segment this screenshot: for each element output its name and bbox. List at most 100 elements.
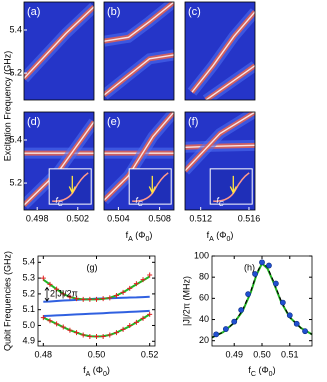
x-axis-label-part: f [126,230,129,240]
inset-label-part: C [58,201,64,208]
trace-core [104,2,174,42]
data-point [286,312,293,319]
x-axis-label-part: 0 [226,236,230,243]
inset-label-part: C [219,201,225,208]
inset-arrow [229,175,237,195]
panel-label: (c) [188,6,201,18]
x-tick-label: 0.51 [281,349,299,359]
inset [48,168,92,205]
y-tick-label: 5.2 [9,67,22,77]
heatmap-traces [24,118,94,210]
panel-frame [103,1,175,101]
y-tick-label: 5.3 [22,272,35,282]
inset [209,168,253,205]
inset-arrow [148,175,156,195]
panel-label: (a) [27,6,40,18]
data-point [54,321,60,327]
series-line [42,313,151,338]
data-point [107,332,113,338]
data-point [120,289,126,295]
x-tick-label: 0.50 [88,349,106,359]
data-point [74,296,80,302]
heatmap-traces [185,112,255,205]
panel-label: (g) [87,262,98,272]
x-axis-label: fC (Φ0) [248,365,275,378]
panel-frame [23,1,95,101]
data-point [140,315,146,321]
y-tick-label: 5.2 [9,177,22,187]
x-tick-label: 0.52 [141,349,159,359]
inset-label-part: f [217,196,220,205]
data-point [47,318,53,324]
x-axis-label-part: ) [230,230,233,240]
heatmap-traces [24,2,94,83]
x-axis-label: fA (Φ0) [126,230,153,243]
x-axis-label-part: ) [149,230,152,240]
y-tick-label: 5.1 [22,304,35,314]
x-axis-label-part: A [128,236,133,243]
data-point [60,291,66,297]
x-tick-label: 0.504 [107,213,130,223]
inset-trace [132,172,169,202]
data-point [100,296,106,302]
x-tick-label: 0.49 [225,349,243,359]
data-point [245,291,252,298]
data-point [74,330,80,336]
panel-frame [184,111,256,211]
y-tick-label: 5.4 [9,134,22,144]
panel-label: (h) [244,262,255,272]
y-tick-label: 5.4 [22,257,35,267]
data-point [238,307,245,313]
y-tick-label: 80 [199,272,209,282]
x-axis-label: fA (Φ0) [83,365,110,378]
inset-trace [52,172,89,202]
x-tick-label: 0.508 [148,213,171,223]
panel-frame [103,111,175,211]
data-point [127,322,133,328]
data-point [47,281,53,287]
data-point [40,275,46,281]
inset-trace [213,172,250,202]
x-axis-label-part: (Φ [256,365,269,375]
data-point [213,331,220,338]
data-point [94,296,99,302]
data-point [293,320,300,327]
trace-core [104,54,174,96]
x-axis-label-part: f [83,365,86,375]
data-point [67,327,73,333]
inset-label: fC [136,196,144,208]
data-point [140,277,146,283]
annotation-arrow [44,286,50,302]
y-tick-label: 20 [199,335,209,345]
x-axis-label-part: ) [273,365,276,375]
trace-core [185,112,255,172]
data-point [147,311,153,317]
annotation: 2|J|/2π [50,289,78,299]
data-point [113,292,119,298]
data-point [54,286,60,292]
x-axis-label-part: 0 [145,236,149,243]
inset-label: fC [217,196,225,208]
inset-arrow [68,175,76,195]
inset-label-part: f [56,196,59,205]
y-axis-label: Excitation Frequency (GHz) [2,51,12,162]
data-point [60,324,66,330]
x-axis-label-part: f [248,365,251,375]
y-tick-label: 5.0 [22,320,35,330]
data-point [127,285,133,291]
x-tick-label: 0.512 [189,213,212,223]
data-point [133,281,139,287]
trace-core [205,65,255,100]
inset [128,168,172,205]
panel-label: (b) [107,6,120,18]
data-point [147,272,153,278]
data-point [67,294,73,300]
y-tick-label: 4.9 [22,336,35,346]
heatmap-traces [104,2,174,100]
data-point [279,299,286,306]
plot-frame [37,255,156,347]
y-axis-label: |J|/2π (MHz) [181,276,191,326]
plot-frame [211,255,313,347]
data-point [252,271,258,277]
